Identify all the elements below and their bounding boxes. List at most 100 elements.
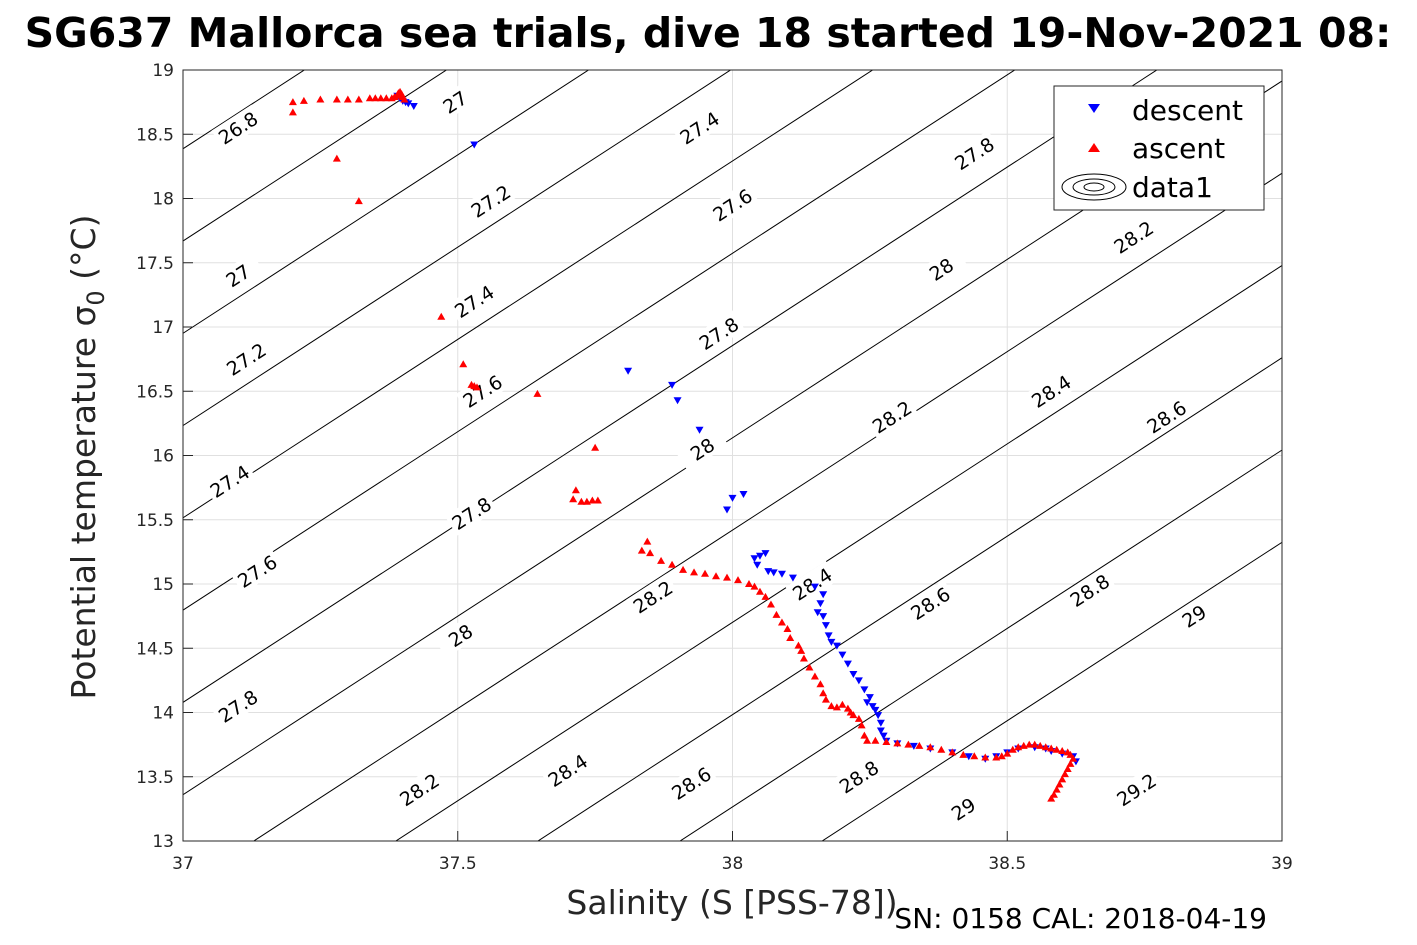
- ascent-point: [832, 703, 841, 711]
- ascent-point: [750, 582, 759, 590]
- ascent-point: [882, 738, 891, 746]
- descent-point: [964, 753, 973, 761]
- descent-point: [668, 381, 677, 389]
- ascent-point: [959, 750, 968, 758]
- descent-point: [761, 550, 770, 558]
- contour-label-background: [392, 766, 446, 812]
- ascent-point: [1066, 759, 1075, 767]
- contour-label-background: [433, 612, 487, 658]
- ascent-point: [819, 689, 828, 697]
- ascent-point: [1058, 747, 1067, 755]
- ascent-point: [679, 565, 688, 573]
- ascent-point: [926, 743, 935, 751]
- y-tick-label: 13: [152, 832, 174, 852]
- ascent-point: [915, 741, 924, 749]
- descent-point: [813, 609, 822, 617]
- ascent-point: [365, 94, 374, 102]
- ascent-point: [937, 745, 946, 753]
- descent-point: [409, 102, 418, 110]
- contour-line: [183, 70, 874, 519]
- descent-point: [755, 552, 764, 560]
- ascent-point: [668, 560, 677, 568]
- descent-point: [728, 494, 737, 502]
- descent-point: [874, 712, 883, 720]
- series-ascent: [288, 87, 1078, 802]
- ascent-point: [827, 702, 836, 710]
- ascent-point: [288, 98, 297, 106]
- y-tick-label: 18: [152, 190, 174, 210]
- ascent-point: [1008, 745, 1017, 753]
- ascent-point: [794, 641, 803, 649]
- ascent-point: [657, 556, 666, 564]
- contour-label-background: [211, 252, 265, 298]
- descent-point: [769, 569, 778, 577]
- ascent-point: [591, 443, 600, 451]
- descent-point: [810, 583, 819, 591]
- data-series: [288, 87, 1080, 802]
- ascent-point: [437, 312, 446, 320]
- ascent-point: [690, 568, 699, 576]
- contour-label: 28: [433, 612, 487, 658]
- ascent-point: [1060, 770, 1069, 778]
- y-axis-ticks: 13 13.5 14 14.5 15 15.5 16 16.5 17 17.5 18 18.5 19: [136, 61, 193, 852]
- legend-descent-marker: [1088, 104, 1100, 113]
- ascent-point: [472, 383, 481, 391]
- descent-point: [827, 638, 836, 646]
- descent-point: [739, 491, 748, 499]
- y-tick-label: 19: [152, 61, 174, 81]
- descent-point: [832, 642, 841, 650]
- contour-line: [183, 70, 590, 334]
- ascent-point: [981, 753, 990, 761]
- ascent-point: [1047, 744, 1056, 752]
- ascent-point: [332, 95, 341, 103]
- descent-point: [849, 670, 858, 678]
- descent-point: [673, 397, 682, 405]
- descent-point: [843, 660, 852, 668]
- ascent-point: [810, 672, 819, 680]
- contour-label-background: [672, 104, 726, 151]
- ascent-point: [643, 537, 652, 545]
- ascent-point: [400, 95, 409, 103]
- contour-line: [183, 70, 1158, 703]
- contour-line: [679, 449, 1282, 841]
- ascent-point: [1041, 743, 1050, 751]
- ascent-point: [799, 654, 808, 662]
- ascent-point: [766, 600, 775, 608]
- descent-point: [819, 613, 828, 621]
- descent-point: [876, 727, 885, 735]
- contour-line: [183, 70, 448, 242]
- descent-point: [753, 561, 762, 569]
- contour-labels: 26.8272727.227.227.427.427.427.627.627.6…: [203, 78, 1221, 832]
- descent-point: [871, 706, 880, 714]
- ascent-point: [1052, 745, 1061, 753]
- ascent-point: [893, 739, 902, 747]
- contour-label-background: [1024, 368, 1078, 414]
- ascent-point: [1058, 775, 1067, 783]
- ascent-point: [772, 610, 781, 618]
- y-tick-label: 14: [152, 704, 174, 724]
- contour-label-background: [447, 278, 501, 324]
- contour-label-background: [444, 490, 498, 536]
- ascent-point: [1025, 740, 1034, 748]
- ascent-point: [723, 573, 732, 581]
- descent-point: [854, 677, 863, 685]
- contour-label-background: [1109, 766, 1163, 812]
- contour-label-background: [211, 104, 265, 151]
- ascent-point: [593, 496, 602, 504]
- ascent-point: [786, 633, 795, 641]
- descent-point: [816, 600, 825, 608]
- x-axis-label: Salinity (S [PSS-78]): [566, 883, 897, 922]
- ascent-point: [376, 94, 385, 102]
- descent-point: [777, 570, 786, 578]
- ascent-point: [761, 592, 770, 600]
- y-axis-label-subscript: 0: [82, 290, 110, 305]
- descent-point: [819, 591, 828, 599]
- ascent-point: [1052, 785, 1061, 793]
- ascent-point: [1063, 765, 1072, 773]
- contour-line: [821, 541, 1282, 841]
- legend: descent ascent data1: [1053, 85, 1265, 211]
- contour-label: 29: [1167, 592, 1221, 639]
- ascent-point: [805, 663, 814, 671]
- contour-label-background: [692, 310, 745, 356]
